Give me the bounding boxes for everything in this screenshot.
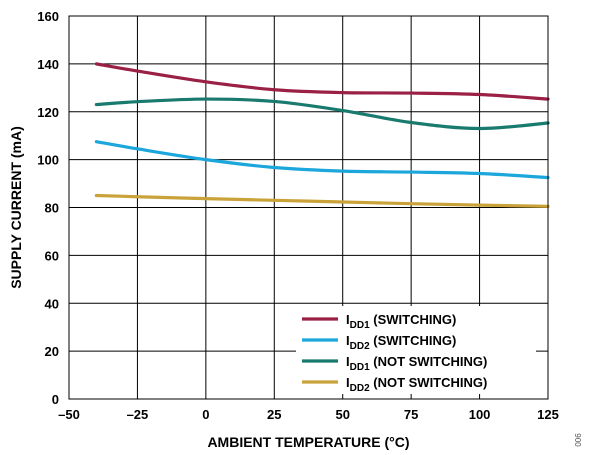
series-line-2: [94, 140, 550, 180]
x-tick-labels: –50 –25 0 25 50 75 100 125: [58, 407, 559, 422]
y-tick-label: 0: [52, 392, 59, 407]
y-tick-label: 120: [37, 105, 59, 120]
legend-label-1: IDD1 (SWITCHING): [346, 312, 456, 331]
y-axis-label: SUPPLY CURRENT (mA): [8, 126, 24, 289]
series-layer: [94, 62, 550, 208]
x-tick-label: –50: [58, 407, 80, 422]
y-tick-labels: 0 20 40 60 80 100 120 140 160: [37, 9, 59, 407]
legend-box: [296, 306, 536, 394]
y-tick-label: 140: [37, 57, 59, 72]
y-tick-label: 40: [45, 296, 59, 311]
legend-label-2: IDD2 (SWITCHING): [346, 333, 456, 352]
legend-label-3: IDD1 (NOT SWITCHING): [346, 354, 487, 373]
x-axis-label: AMBIENT TEMPERATURE (°C): [207, 434, 409, 450]
x-tick-label: 25: [267, 407, 281, 422]
x-tick-label: 75: [404, 407, 418, 422]
series-line-1: [94, 62, 550, 101]
x-tick-label: 0: [202, 407, 209, 422]
x-tick-label: 125: [537, 407, 559, 422]
y-tick-label: 60: [45, 248, 59, 263]
plot-frame: [68, 15, 549, 400]
figure-id: 006: [574, 433, 583, 447]
y-tick-label: 80: [45, 201, 59, 216]
series-line-4: [94, 193, 550, 208]
y-tick-label: 20: [45, 344, 59, 359]
y-tick-label: 160: [37, 9, 59, 24]
x-tick-label: –25: [127, 407, 149, 422]
x-tick-label: 100: [469, 407, 491, 422]
legend-label-4: IDD2 (NOT SWITCHING): [346, 375, 487, 394]
series-line-3: [94, 97, 550, 131]
y-tick-label: 100: [37, 153, 59, 168]
x-tick-label: 50: [335, 407, 349, 422]
legend: IDD1 (SWITCHING) IDD2 (SWITCHING) IDD1 (NO…: [296, 306, 536, 394]
